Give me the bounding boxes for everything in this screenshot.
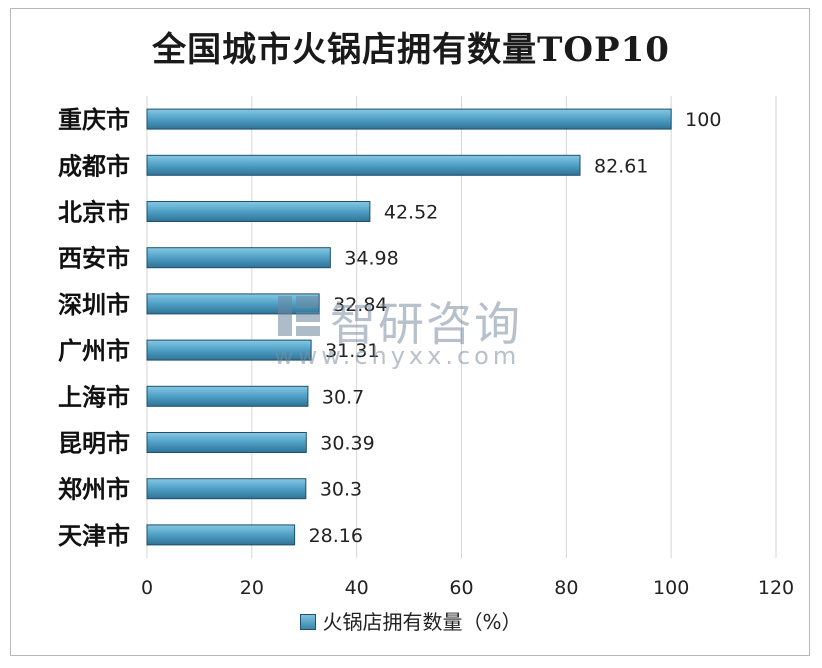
- data-label: 31.31: [325, 340, 379, 362]
- category-label: 天津市: [58, 522, 130, 550]
- x-tick-label: 80: [554, 577, 578, 599]
- x-tick-label: 40: [345, 577, 369, 599]
- bar: [146, 385, 309, 407]
- data-label: 30.39: [320, 433, 374, 455]
- bar: [146, 524, 296, 546]
- category-label: 西安市: [58, 245, 130, 273]
- data-label: 32.84: [333, 294, 387, 316]
- bar: [146, 154, 581, 176]
- bar: [146, 478, 307, 500]
- legend-label: 火锅店拥有数量（%）: [322, 610, 522, 634]
- category-label: 上海市: [58, 383, 130, 411]
- x-tick-label: 60: [449, 577, 473, 599]
- category-label: 北京市: [58, 199, 130, 227]
- bar: [146, 339, 312, 361]
- category-label: 昆明市: [58, 430, 130, 458]
- bar: [146, 108, 672, 130]
- x-tick-label: 100: [653, 577, 689, 599]
- legend-swatch: [300, 614, 317, 630]
- bar: [146, 432, 307, 453]
- category-label: 广州市: [58, 337, 130, 365]
- x-tick-label: 120: [758, 577, 794, 599]
- data-label: 34.98: [344, 248, 398, 270]
- legend: 火锅店拥有数量（%）: [0, 606, 822, 635]
- data-label: 30.3: [320, 479, 362, 501]
- bar: [146, 247, 331, 269]
- data-label: 82.61: [594, 155, 648, 177]
- data-label: 100: [685, 109, 721, 131]
- bar: [146, 293, 320, 315]
- x-tick-label: 0: [141, 577, 153, 599]
- data-label: 42.52: [384, 202, 438, 224]
- category-label: 成都市: [58, 152, 130, 180]
- chart-title: 全国城市火锅店拥有数量TOP10: [152, 30, 670, 70]
- category-label: 重庆市: [58, 106, 130, 134]
- category-label: 深圳市: [58, 291, 130, 319]
- bar: [146, 201, 371, 222]
- data-label: 28.16: [309, 525, 363, 547]
- data-label: 30.7: [322, 386, 364, 408]
- category-label: 郑州市: [58, 476, 130, 504]
- x-tick-label: 20: [240, 577, 264, 599]
